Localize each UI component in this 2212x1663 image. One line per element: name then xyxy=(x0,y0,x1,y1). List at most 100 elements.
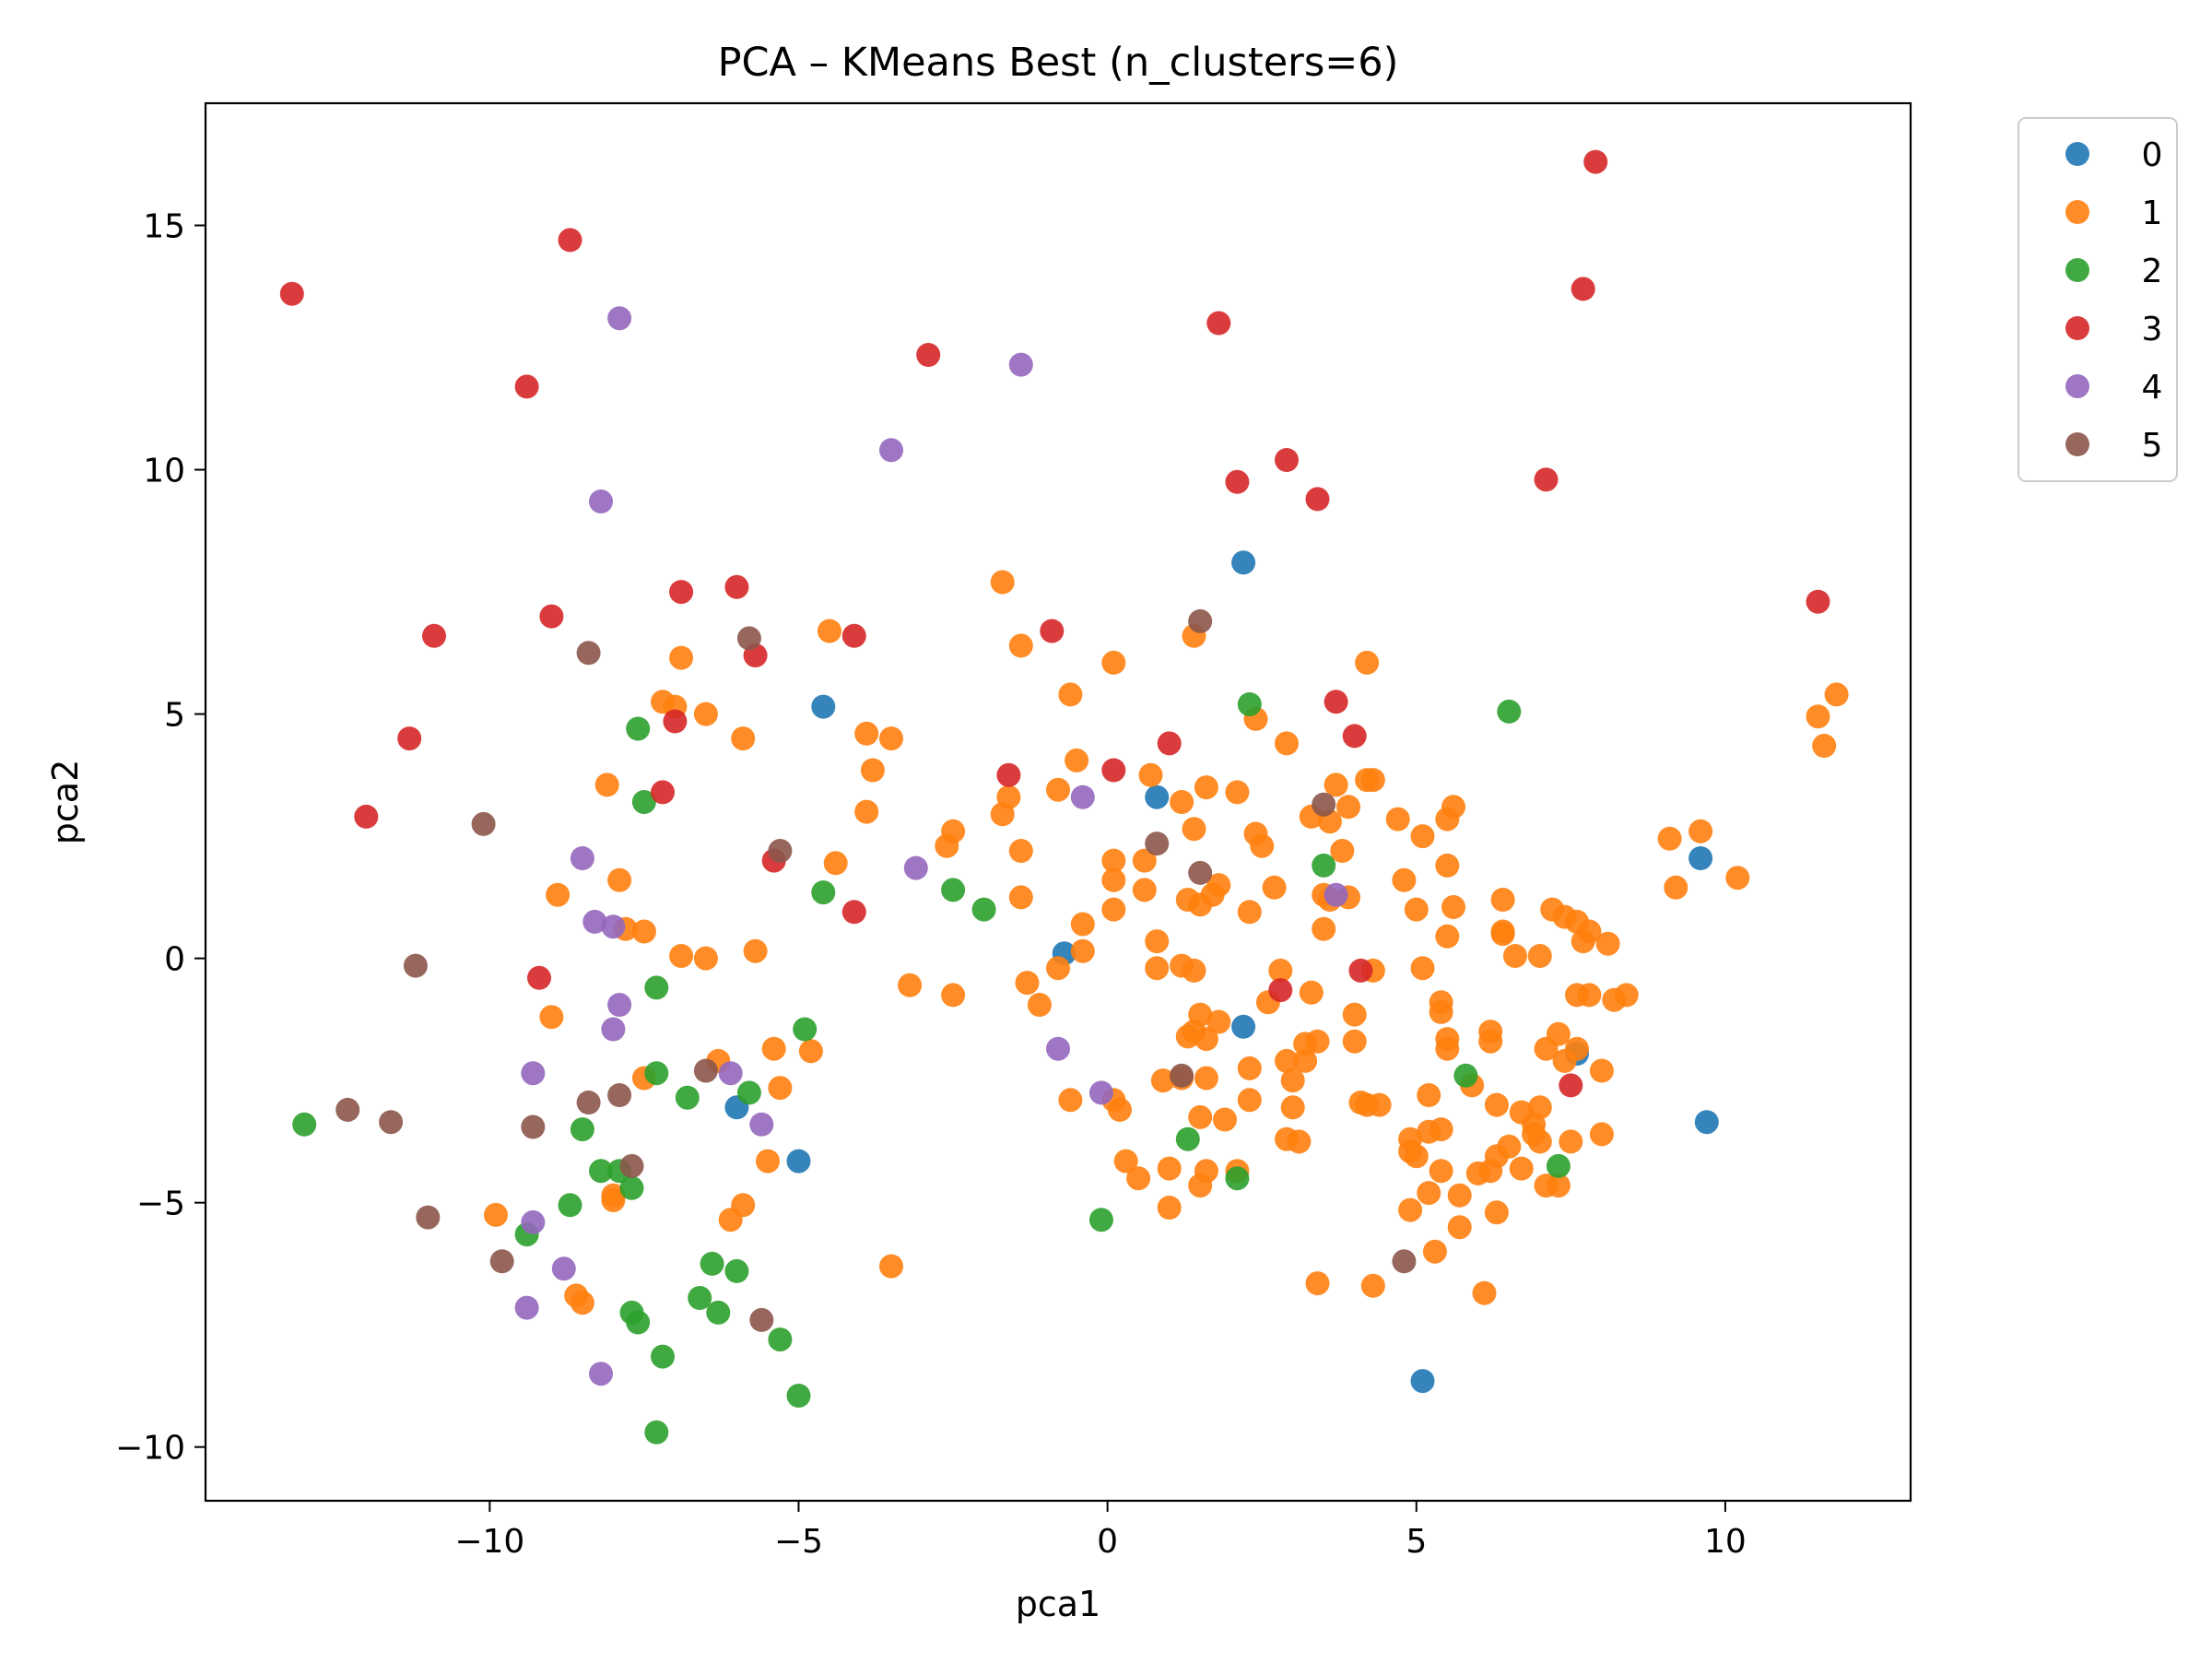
point-cluster-3 xyxy=(527,965,551,990)
point-cluster-3 xyxy=(916,343,941,367)
point-cluster-1 xyxy=(1435,853,1460,878)
point-cluster-1 xyxy=(1355,650,1380,675)
point-cluster-4 xyxy=(607,306,632,331)
chart-title: PCA – KMeans Best (n_clusters=6) xyxy=(718,40,1399,86)
point-cluster-1 xyxy=(1657,826,1682,851)
point-cluster-3 xyxy=(558,228,582,253)
point-cluster-1 xyxy=(1404,1144,1429,1169)
point-cluster-1 xyxy=(1237,1056,1262,1080)
point-cluster-4 xyxy=(749,1112,774,1137)
point-cluster-1 xyxy=(1559,1129,1583,1154)
point-cluster-1 xyxy=(935,833,959,858)
point-cluster-1 xyxy=(1132,878,1157,902)
point-cluster-1 xyxy=(1101,650,1126,675)
point-cluster-4 xyxy=(521,1061,546,1086)
point-cluster-2 xyxy=(626,716,651,741)
point-cluster-1 xyxy=(1015,971,1040,996)
point-cluster-1 xyxy=(1250,833,1275,858)
point-cluster-2 xyxy=(675,1085,700,1110)
point-cluster-1 xyxy=(1206,873,1231,898)
point-cluster-1 xyxy=(761,1036,786,1061)
point-cluster-2 xyxy=(631,790,656,814)
point-cluster-2 xyxy=(644,1420,669,1445)
point-cluster-1 xyxy=(1577,983,1602,1008)
point-cluster-1 xyxy=(1046,777,1070,802)
legend-marker-5 xyxy=(2065,432,2089,456)
point-cluster-2 xyxy=(1546,1153,1571,1178)
point-cluster-1 xyxy=(1170,790,1194,814)
point-cluster-5 xyxy=(619,1153,644,1178)
point-cluster-3 xyxy=(1305,487,1330,512)
y-tick-label: 5 xyxy=(164,697,185,735)
point-cluster-1 xyxy=(570,1291,594,1315)
point-cluster-1 xyxy=(1293,1048,1318,1073)
point-cluster-1 xyxy=(601,1188,626,1212)
point-cluster-3 xyxy=(279,281,304,306)
point-cluster-5 xyxy=(768,839,793,863)
point-cluster-1 xyxy=(1188,1002,1213,1027)
point-cluster-3 xyxy=(1571,277,1595,301)
legend-marker-0 xyxy=(2065,142,2089,166)
point-cluster-1 xyxy=(1441,795,1465,820)
point-cluster-1 xyxy=(1484,1092,1509,1117)
point-cluster-1 xyxy=(631,919,656,944)
point-cluster-2 xyxy=(1237,692,1262,716)
point-cluster-1 xyxy=(1447,1183,1472,1208)
point-cluster-1 xyxy=(743,938,768,963)
point-cluster-2 xyxy=(786,1384,811,1408)
point-cluster-1 xyxy=(798,1039,823,1064)
point-cluster-1 xyxy=(539,1005,564,1030)
point-cluster-4 xyxy=(1088,1080,1113,1105)
point-cluster-3 xyxy=(669,580,694,605)
point-cluster-3 xyxy=(1206,311,1231,336)
point-cluster-5 xyxy=(1145,832,1170,856)
point-cluster-0 xyxy=(1688,846,1713,870)
point-cluster-2 xyxy=(626,1310,651,1335)
point-cluster-5 xyxy=(1170,1063,1194,1088)
point-cluster-2 xyxy=(768,1327,793,1352)
point-cluster-1 xyxy=(1101,897,1126,922)
legend-marker-2 xyxy=(2065,258,2089,282)
point-cluster-5 xyxy=(521,1115,546,1139)
point-cluster-3 xyxy=(841,623,866,648)
point-cluster-1 xyxy=(818,619,841,643)
point-cluster-1 xyxy=(1546,1021,1571,1046)
y-axis: −10 −5 0 5 10 15 xyxy=(115,208,206,1468)
point-cluster-5 xyxy=(489,1249,514,1274)
point-cluster-2 xyxy=(941,878,966,902)
point-cluster-3 xyxy=(1559,1073,1583,1098)
point-cluster-1 xyxy=(1280,1095,1305,1120)
point-cluster-1 xyxy=(1664,875,1688,900)
point-cluster-1 xyxy=(941,983,966,1008)
point-cluster-1 xyxy=(1422,1239,1447,1264)
legend-label-4: 4 xyxy=(2142,369,2163,407)
point-cluster-4 xyxy=(718,1061,743,1086)
point-cluster-1 xyxy=(1182,817,1206,842)
point-cluster-2 xyxy=(589,1159,613,1184)
point-cluster-3 xyxy=(1342,724,1367,749)
point-cluster-1 xyxy=(1441,895,1465,919)
point-cluster-1 xyxy=(1429,999,1453,1024)
point-cluster-4 xyxy=(607,993,632,1017)
point-cluster-1 xyxy=(1472,1280,1497,1305)
point-cluster-2 xyxy=(1225,1166,1250,1191)
x-tick-label: −5 xyxy=(774,1523,823,1561)
point-cluster-3 xyxy=(1157,731,1182,756)
point-cluster-1 xyxy=(1070,912,1095,937)
point-cluster-1 xyxy=(1806,704,1830,729)
point-cluster-1 xyxy=(1725,866,1750,890)
point-cluster-0 xyxy=(1694,1110,1719,1135)
point-cluster-1 xyxy=(1527,1129,1552,1154)
point-cluster-1 xyxy=(1429,1159,1453,1184)
point-cluster-5 xyxy=(607,1083,632,1107)
point-cluster-4 xyxy=(551,1256,576,1281)
point-cluster-1 xyxy=(1324,773,1348,797)
point-cluster-1 xyxy=(1342,1029,1367,1054)
point-cluster-3 xyxy=(422,623,446,648)
x-tick-label: 5 xyxy=(1406,1523,1427,1561)
point-cluster-1 xyxy=(1194,775,1218,800)
legend-label-3: 3 xyxy=(2142,311,2163,348)
legend-marker-1 xyxy=(2065,200,2089,224)
points-layer xyxy=(279,149,1849,1445)
